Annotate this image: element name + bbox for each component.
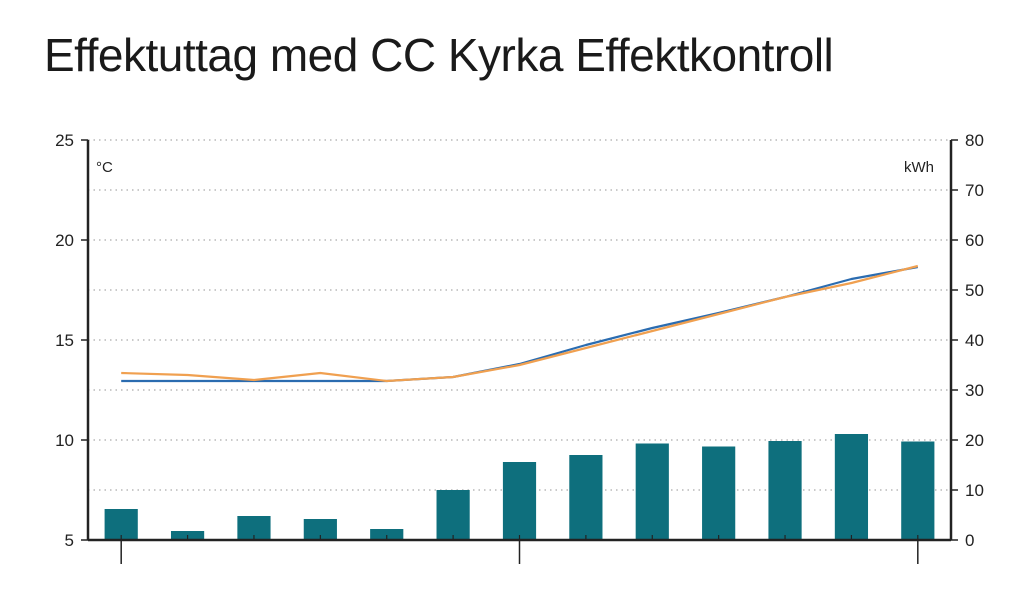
- bar-10: [702, 446, 736, 540]
- tick-labels: 5 10 15 20 25 0 10 20 30 40 50 60 70 80: [55, 131, 984, 550]
- bar-9: [635, 443, 669, 540]
- right-tick-label: 50: [965, 281, 984, 300]
- left-tick-label: 15: [55, 331, 74, 350]
- bar-5: [370, 529, 404, 540]
- left-axis-unit: °C: [96, 159, 113, 176]
- right-tick-label: 80: [965, 131, 984, 150]
- left-tick-label: 25: [55, 131, 74, 150]
- right-axis-unit: kWh: [904, 159, 934, 176]
- series-lines: [121, 264, 919, 383]
- grid-lines: [88, 139, 951, 491]
- bar-11: [768, 441, 802, 540]
- left-tick-label: 5: [65, 531, 74, 550]
- right-tick-label: 70: [965, 181, 984, 200]
- right-tick-label: 10: [965, 481, 984, 500]
- series-line-2: [121, 264, 919, 383]
- right-tick-label: 40: [965, 331, 984, 350]
- bars: [104, 434, 935, 540]
- bar-13: [901, 441, 935, 540]
- bar-1: [104, 509, 138, 540]
- bar-12: [834, 434, 869, 540]
- right-tick-label: 20: [965, 431, 984, 450]
- axes: [81, 139, 958, 564]
- bar-4: [303, 519, 337, 540]
- bar-8: [569, 455, 603, 540]
- left-tick-label: 20: [55, 231, 74, 250]
- bar-7: [502, 462, 537, 540]
- bar-6: [436, 490, 470, 540]
- right-tick-label: 60: [965, 231, 984, 250]
- right-tick-label: 30: [965, 381, 984, 400]
- chart-title: Effektuttag med CC Kyrka Effektkontroll: [44, 29, 834, 81]
- left-tick-label: 10: [55, 431, 74, 450]
- right-tick-label: 0: [965, 531, 974, 550]
